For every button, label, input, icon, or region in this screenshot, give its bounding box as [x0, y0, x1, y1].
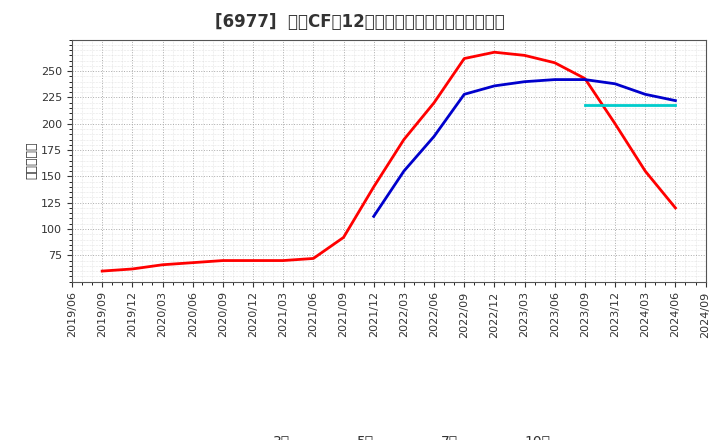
3年	[128, 266, 137, 271]
5年	[521, 79, 529, 84]
5年	[460, 92, 469, 97]
3年	[460, 56, 469, 61]
5年	[430, 134, 438, 139]
5年	[490, 83, 499, 88]
3年	[580, 76, 589, 81]
7年	[580, 102, 589, 107]
Y-axis label: （百万円）: （百万円）	[25, 142, 38, 180]
3年	[521, 53, 529, 58]
3年	[490, 50, 499, 55]
3年	[430, 100, 438, 105]
5年	[671, 98, 680, 103]
3年	[189, 260, 197, 265]
3年	[550, 60, 559, 66]
5年	[400, 169, 408, 174]
5年	[611, 81, 619, 86]
5年	[369, 214, 378, 219]
Text: [6977]  営業CFだ12か月移動合計の標準偶差の推移: [6977] 営業CFだ12か月移動合計の標準偶差の推移	[215, 13, 505, 31]
3年	[279, 258, 287, 263]
7年	[671, 102, 680, 107]
Line: 3年: 3年	[102, 52, 675, 271]
Line: 5年: 5年	[374, 80, 675, 216]
7年	[611, 102, 619, 107]
3年	[219, 258, 228, 263]
5年	[580, 77, 589, 82]
5年	[550, 77, 559, 82]
3年	[400, 137, 408, 142]
3年	[339, 235, 348, 240]
3年	[309, 256, 318, 261]
3年	[158, 262, 167, 268]
3年	[369, 184, 378, 190]
3年	[248, 258, 257, 263]
3年	[611, 121, 619, 126]
Legend: 3年, 5年, 7年, 10年: 3年, 5年, 7年, 10年	[222, 429, 556, 440]
3年	[641, 169, 649, 174]
5年	[641, 92, 649, 97]
7年	[641, 102, 649, 107]
3年	[98, 268, 107, 274]
3年	[671, 205, 680, 211]
